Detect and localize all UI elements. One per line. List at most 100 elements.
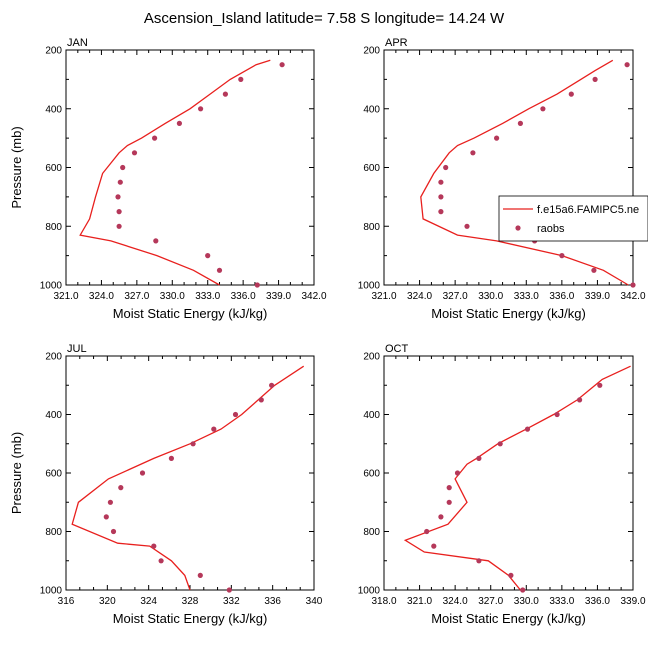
raobs-point (279, 62, 285, 68)
x-tick-label: 324.0 (443, 596, 468, 607)
y-tick-label: 1000 (40, 586, 63, 597)
raobs-point (540, 106, 546, 112)
x-tick-label: 340 (306, 596, 323, 607)
x-tick-label: 318.0 (371, 596, 396, 607)
raobs-point (226, 587, 232, 593)
plot-frame (383, 49, 634, 286)
raobs-point (577, 397, 583, 403)
raobs-point (494, 135, 500, 141)
chart-panel-jan: JAN 321.0 324.0 327.0 330.0 333.0 336.0 339.0 34… (9, 37, 327, 321)
y-tick-label: 200 (45, 352, 62, 363)
y-tick-label: 1000 (358, 586, 381, 597)
x-tick-label: 342.0 (301, 291, 326, 302)
raobs-point (568, 91, 574, 97)
x-tick-label: 342.0 (620, 291, 645, 302)
raobs-point (431, 543, 437, 549)
x-tick-label: 339.0 (266, 291, 291, 302)
y-tick-label: 600 (363, 469, 380, 480)
raobs-point (464, 223, 470, 229)
raobs-point (115, 194, 121, 200)
chart-panel-jul: JUL 316 320 324 328 332 336 340 200 400 600 800 1000… (9, 343, 323, 626)
y-tick-label: 600 (45, 469, 62, 480)
plot-frame (65, 355, 315, 591)
raobs-point (497, 441, 503, 447)
raobs-point (438, 179, 444, 185)
raobs-point (238, 76, 244, 82)
raobs-point (424, 528, 430, 535)
x-tick-label: 330.0 (160, 291, 185, 302)
x-tick-label: 324.0 (89, 291, 114, 302)
panel-label: JAN (67, 37, 88, 49)
raobs-point (216, 267, 223, 273)
y-tick-label: 800 (363, 222, 380, 233)
y-tick-label: 200 (45, 46, 62, 57)
raobs-point (107, 499, 113, 505)
x-tick-label: 336.0 (549, 291, 574, 302)
x-tick-label: 324 (140, 596, 157, 607)
raobs-point (258, 397, 264, 403)
series-line-model (71, 365, 305, 591)
raobs-point (597, 382, 603, 388)
raobs-point (508, 572, 514, 579)
x-tick-label: 333.0 (514, 291, 539, 302)
x-tick-label: 336.0 (231, 291, 256, 302)
raobs-point (592, 76, 598, 82)
raobs-point (205, 253, 211, 259)
raobs-point (438, 194, 444, 200)
raobs-point (446, 485, 452, 491)
y-axis-label: Pressure (mb) (9, 126, 24, 208)
x-axis-label: Moist Static Energy (kJ/kg) (113, 611, 268, 626)
y-tick-label: 800 (45, 222, 62, 233)
plot-frame (383, 355, 634, 591)
x-tick-label: 324.0 (407, 291, 432, 302)
series-line-model (403, 365, 631, 591)
x-tick-label: 336.0 (585, 596, 610, 607)
x-tick-label: 330.0 (514, 596, 539, 607)
raobs-point (116, 209, 122, 215)
raobs-point (211, 426, 217, 432)
panel-label: OCT (385, 343, 409, 355)
y-tick-label: 400 (45, 410, 62, 421)
y-tick-label: 400 (363, 104, 380, 115)
x-tick-label: 333.0 (195, 291, 220, 302)
y-tick-label: 400 (45, 104, 62, 115)
chart-panel-apr: APR 321.0 324.0 327.0 330.0 333.0 336.0 339.0 34… (358, 37, 648, 321)
raobs-point (554, 411, 560, 418)
raobs-point (517, 120, 524, 126)
raobs-point (158, 558, 164, 564)
x-axis-label: Moist Static Energy (kJ/kg) (431, 611, 586, 626)
raobs-point (139, 470, 146, 476)
y-tick-label: 1000 (40, 281, 63, 292)
series-line-model (79, 59, 271, 286)
raobs-point (153, 238, 159, 244)
series-line-model (420, 59, 629, 286)
x-axis-label: Moist Static Energy (kJ/kg) (431, 306, 586, 321)
x-tick-label: 327.0 (443, 291, 468, 302)
x-tick-label: 339.0 (585, 291, 610, 302)
raobs-point (232, 411, 239, 418)
legend-raobs-label: raobs (537, 223, 565, 235)
raobs-point (254, 282, 260, 288)
x-tick-label: 327.0 (124, 291, 149, 302)
x-tick-label: 327.0 (478, 596, 503, 607)
x-tick-label: 332 (223, 596, 240, 607)
panels: JAN 321.0 324.0 327.0 330.0 333.0 336.0 339.0 34… (9, 37, 648, 626)
x-tick-label: 333.0 (549, 596, 574, 607)
raobs-point (176, 120, 182, 126)
y-tick-label: 600 (363, 163, 380, 174)
legend-box (498, 195, 648, 242)
raobs-point (438, 209, 444, 215)
x-tick-label: 321.0 (371, 291, 396, 302)
y-tick-label: 200 (363, 46, 380, 57)
raobs-point (118, 485, 124, 491)
raobs-point (197, 572, 203, 579)
raobs-point (103, 514, 109, 520)
y-axis-label: Pressure (mb) (9, 432, 24, 514)
raobs-point (269, 382, 275, 388)
raobs-point (591, 267, 597, 273)
chart-panel-oct: OCT 318.0 321.0 324.0 327.0 330.0 333.0 336.0 33… (358, 343, 646, 626)
raobs-point (559, 253, 565, 259)
raobs-point (476, 558, 482, 564)
raobs-point (222, 91, 228, 97)
